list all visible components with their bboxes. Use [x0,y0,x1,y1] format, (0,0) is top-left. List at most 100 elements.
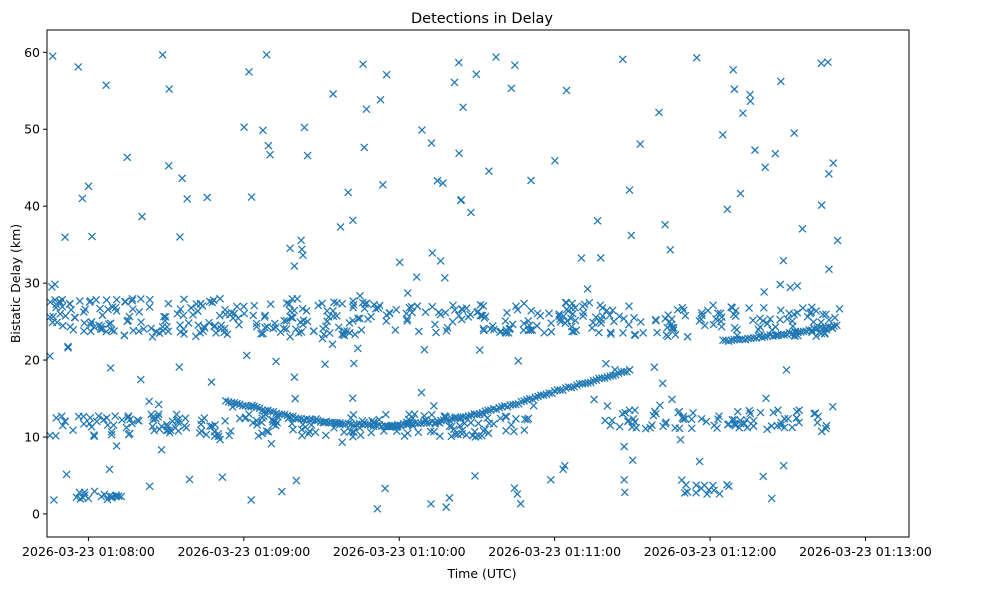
data-point [136,295,145,303]
data-point [459,103,468,112]
data-point [589,376,598,385]
data-point [253,420,262,429]
data-point [145,303,154,311]
data-point [736,419,745,428]
data-point [107,492,116,501]
data-point [215,311,224,320]
data-point [717,313,726,322]
data-point [339,330,348,339]
data-point [738,109,747,118]
data-point [181,414,190,423]
x-axis-label: Time (UTC) [446,566,516,581]
data-point [472,70,481,79]
data-point [128,305,137,313]
data-point [121,297,130,306]
data-point [454,58,463,67]
data-point [567,383,576,392]
data-point [780,330,789,339]
data-point [749,316,757,325]
data-point [776,280,785,289]
data-point [462,304,471,313]
data-point [385,308,394,317]
data-point [751,146,759,155]
data-point [382,317,391,326]
data-point [779,256,788,265]
data-point [176,305,185,314]
data-point [64,342,72,351]
data-point [225,431,234,440]
data-point [527,306,536,315]
data-point [779,461,788,470]
data-point [825,265,833,274]
data-point [523,415,532,424]
y-tick-label: 10 [24,429,40,444]
data-point [123,153,132,162]
data-point [656,401,664,410]
data-point [107,430,116,439]
data-point [822,421,831,430]
data-point [673,305,682,314]
data-point [793,281,802,290]
data-point [344,419,353,428]
data-point [86,413,95,422]
data-point [51,295,60,304]
data-point [92,417,101,426]
data-point [417,388,426,397]
data-point [545,309,553,318]
data-point [161,316,169,325]
x-tick-label: 2026-03-23 01:11:00 [488,544,621,559]
data-point [477,431,486,440]
data-point [767,494,776,503]
data-point [69,426,77,435]
data-point [86,296,95,305]
data-point [282,299,291,308]
data-point [628,456,637,465]
data-point [79,327,88,335]
data-point [157,445,166,454]
data-point [102,81,111,90]
data-point [661,314,670,323]
data-point [795,418,803,427]
data-point [620,367,628,376]
data-point [563,316,572,325]
data-point [269,324,278,333]
data-point [403,289,412,298]
data-point [683,332,692,341]
data-point [214,429,223,438]
data-point [262,50,271,59]
data-point [124,430,133,439]
data-point [261,311,270,320]
y-tick-label: 30 [24,276,40,291]
data-point [457,195,466,204]
data-point [61,312,70,320]
data-point [304,429,313,438]
data-point [619,314,628,323]
data-point [360,143,369,152]
data-point [455,421,464,430]
data-point [180,295,188,304]
data-point [571,316,580,325]
data-point [641,424,650,433]
data-point [526,326,535,335]
data-point [247,193,256,202]
data-point [138,212,147,221]
data-point [90,432,99,441]
data-point [618,55,627,64]
data-point [210,321,219,330]
data-point [235,414,244,423]
data-point [319,324,328,333]
data-point [376,95,385,104]
data-point [400,432,409,441]
y-tick-label: 60 [24,45,40,60]
data-point [605,311,614,320]
data-point [217,324,226,333]
data-point [174,418,183,427]
data-point [662,331,671,340]
data-point [260,313,269,322]
data-point [709,301,718,310]
data-point [667,315,676,324]
data-point [107,494,116,502]
data-point [216,294,225,303]
data-point [176,321,184,330]
data-point [336,223,345,231]
